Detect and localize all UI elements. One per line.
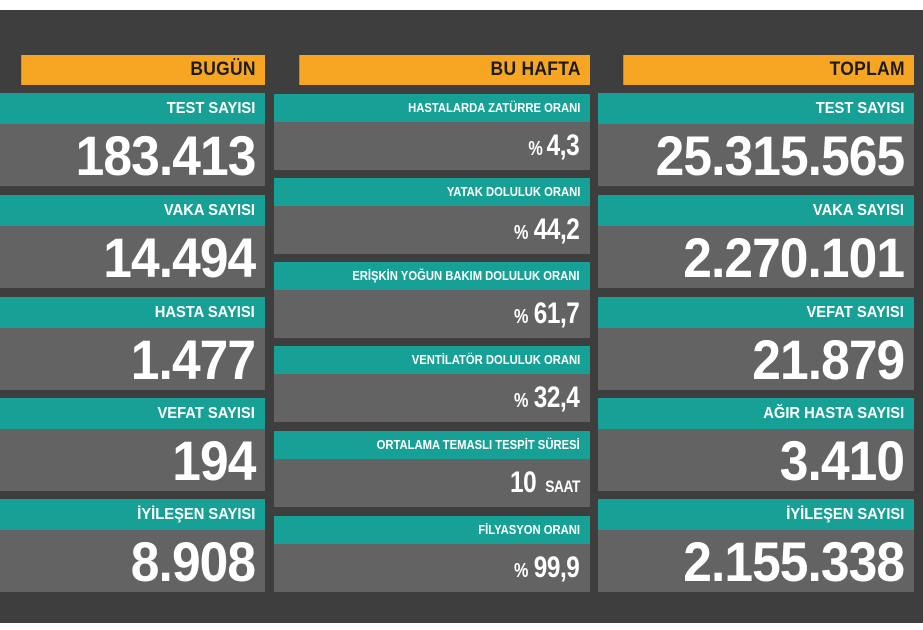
percent-sign: % — [528, 138, 543, 160]
stat-label: ORTALAMA TEMASLI TESPİT SÜRESİ — [376, 438, 580, 452]
week-bed-occupancy-stat: YATAK DOLULUK ORANI % 44,2 — [274, 178, 590, 254]
week-pneumonia-stat: HASTALARDA ZATÜRRE ORANI % 4,3 — [274, 94, 590, 170]
stat-value: 1.477 — [130, 327, 256, 391]
stat-label: TEST SAYISI — [815, 99, 904, 117]
stat-value: 14.494 — [102, 225, 256, 289]
week-ventilator-occupancy-stat: VENTİLATÖR DOLULUK ORANI % 32,4 — [274, 346, 590, 422]
covid-stats-board: BUGÜN TEST SAYISI 183.413 VAKA SAYISI 14… — [0, 10, 923, 623]
week-filiation-stat: FİLYASYON ORANI % 99,9 — [274, 516, 590, 592]
stat-value: 2.155.338 — [683, 529, 905, 593]
today-test-stat: TEST SAYISI 183.413 — [0, 93, 265, 187]
stat-value: 8.908 — [130, 529, 256, 593]
total-column: TOPLAM TEST SAYISI 25.315.565 VAKA SAYIS… — [598, 55, 914, 593]
percent-sign: % — [514, 390, 529, 412]
percent-sign: % — [514, 560, 529, 582]
stat-label: FİLYASYON ORANI — [478, 523, 580, 537]
stat-value: 25.315.565 — [655, 123, 905, 187]
today-column: BUGÜN TEST SAYISI 183.413 VAKA SAYISI 14… — [0, 55, 265, 593]
stat-label: YATAK DOLULUK ORANI — [446, 185, 580, 199]
percent-sign: % — [514, 222, 529, 244]
total-test-stat: TEST SAYISI 25.315.565 — [598, 93, 914, 187]
week-header: BU HAFTA — [299, 55, 590, 85]
stat-value: 4,3 — [547, 129, 580, 162]
total-case-stat: VAKA SAYISI 2.270.101 — [598, 195, 914, 289]
week-column: BU HAFTA HASTALARDA ZATÜRRE ORANI % 4,3 Y… — [274, 55, 590, 592]
stat-label: VEFAT SAYISI — [806, 303, 904, 321]
percent-sign: % — [514, 306, 529, 328]
stat-label: VEFAT SAYISI — [157, 404, 255, 422]
stat-value: 44,2 — [534, 213, 580, 246]
week-contact-tracing-stat: ORTALAMA TEMASLI TESPİT SÜRESİ 10 SAAT — [274, 431, 590, 507]
stat-value: 32,4 — [534, 381, 580, 414]
stat-label: İYİLEŞEN SAYISI — [136, 505, 255, 523]
today-recovered-stat: İYİLEŞEN SAYISI 8.908 — [0, 499, 265, 593]
unit-label: SAAT — [545, 477, 580, 496]
today-case-stat: VAKA SAYISI 14.494 — [0, 195, 265, 289]
stat-label: İYİLEŞEN SAYISI — [785, 505, 904, 523]
stat-label: VAKA SAYISI — [812, 201, 904, 219]
total-recovered-stat: İYİLEŞEN SAYISI 2.155.338 — [598, 499, 914, 593]
stat-value: 61,7 — [534, 297, 580, 330]
stat-label: VENTİLATÖR DOLULUK ORANI — [411, 353, 580, 367]
stat-value: 194 — [171, 428, 256, 492]
today-patient-stat: HASTA SAYISI 1.477 — [0, 297, 265, 391]
stat-value: 183.413 — [75, 123, 256, 187]
total-severe-stat: AĞIR HASTA SAYISI 3.410 — [598, 398, 914, 492]
stat-value: 2.270.101 — [683, 225, 905, 289]
week-icu-occupancy-stat: ERİŞKİN YOĞUN BAKIM DOLULUK ORANI % 61,7 — [274, 262, 590, 338]
total-death-stat: VEFAT SAYISI 21.879 — [598, 297, 914, 391]
stat-value: 21.879 — [751, 327, 905, 391]
stat-label: HASTALARDA ZATÜRRE ORANI — [407, 101, 580, 115]
stat-label: HASTA SAYISI — [154, 303, 255, 321]
stat-value: 3.410 — [779, 428, 905, 492]
stat-label: VAKA SAYISI — [163, 201, 255, 219]
stat-label: AĞIR HASTA SAYISI — [763, 404, 904, 422]
today-header: BUGÜN — [21, 55, 265, 85]
stat-label: TEST SAYISI — [166, 99, 255, 117]
total-header: TOPLAM — [623, 55, 914, 85]
today-death-stat: VEFAT SAYISI 194 — [0, 398, 265, 492]
stat-label: ERİŞKİN YOĞUN BAKIM DOLULUK ORANI — [352, 269, 580, 283]
stat-value: 10 — [509, 466, 537, 499]
stat-value: 99,9 — [534, 551, 580, 584]
